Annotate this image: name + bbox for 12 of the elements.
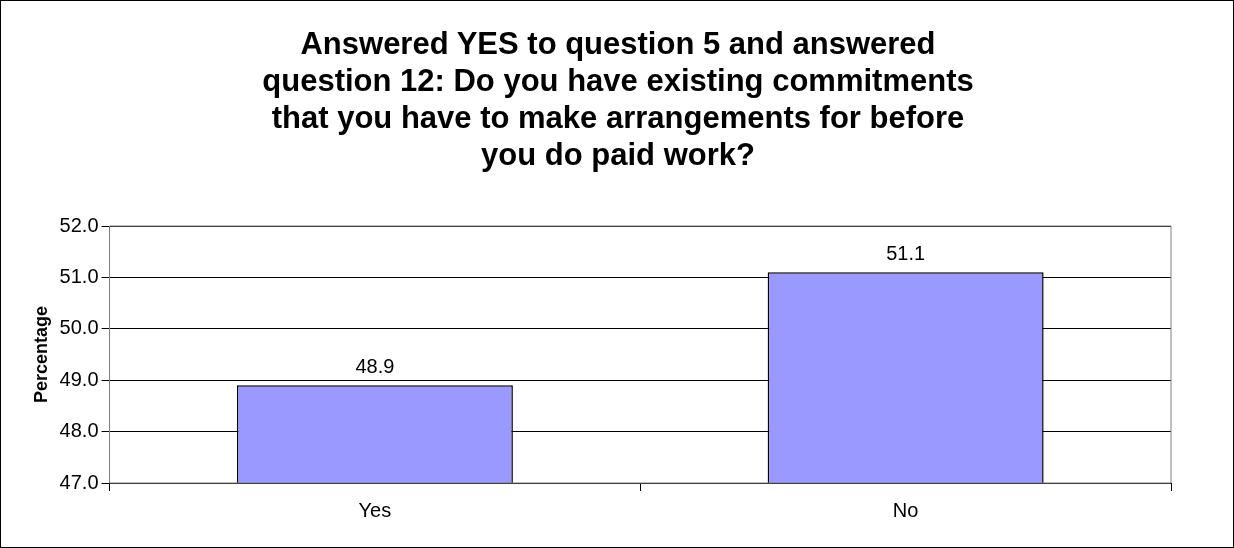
y-tick-label: 47.0 xyxy=(59,470,99,493)
y-tick-label: 50.0 xyxy=(59,316,99,339)
y-tick-label: 49.0 xyxy=(59,367,99,390)
data-label: 48.9 xyxy=(355,354,395,377)
y-tick-label: 48.0 xyxy=(59,419,99,442)
x-tick-label: No xyxy=(892,498,919,521)
y-tick-label: 52.0 xyxy=(59,213,99,236)
chart-title: Answered YES to question 5 and answered question 12: Do you have existing commitments that you have to make arrangements for before you do paid work? xyxy=(261,25,975,173)
y-tick-label: 51.0 xyxy=(59,264,99,287)
y-axis-title: Percentage xyxy=(30,305,51,404)
x-tick-label: Yes xyxy=(358,498,392,521)
data-label: 51.1 xyxy=(886,241,926,264)
